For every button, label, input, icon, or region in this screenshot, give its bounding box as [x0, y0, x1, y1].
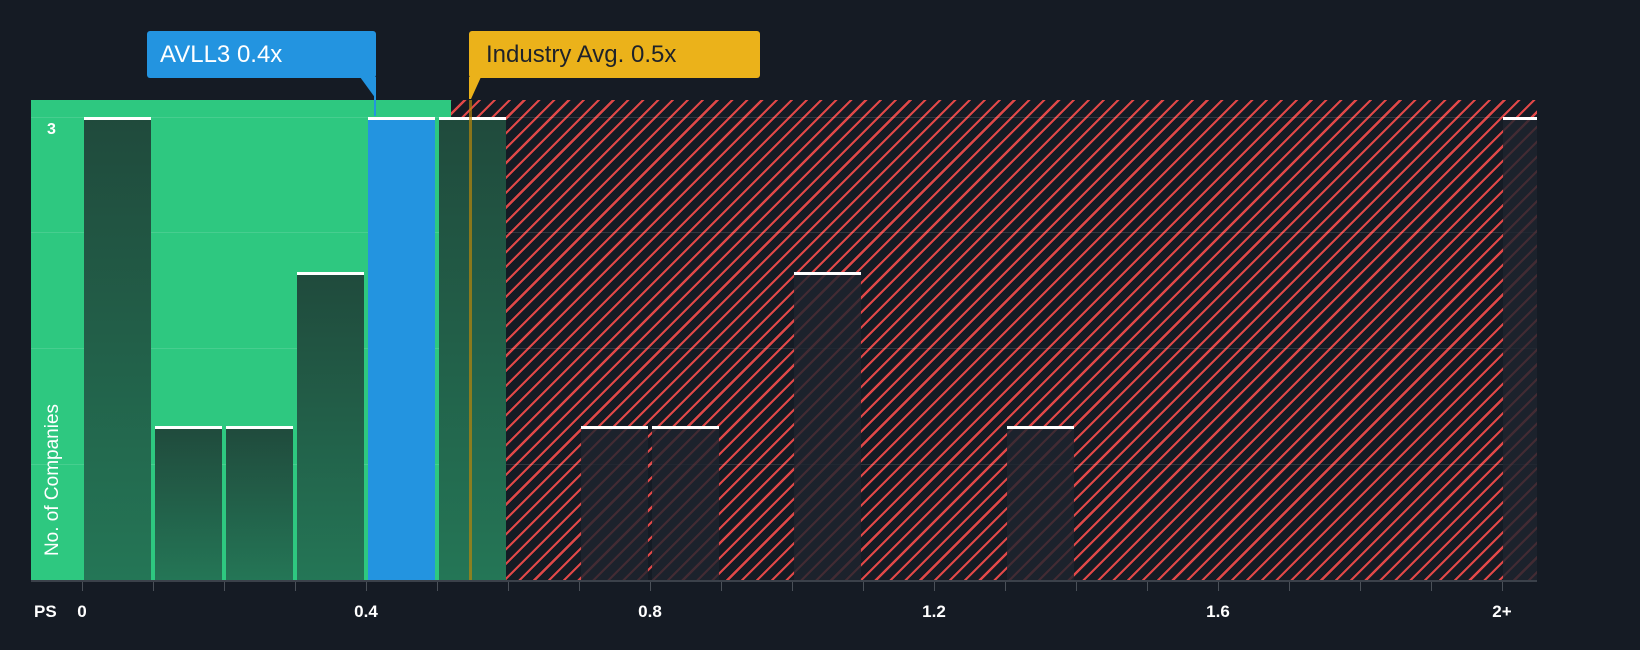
industry-callout-pointer	[469, 77, 481, 99]
x-tick	[1218, 582, 1219, 591]
x-tick	[650, 582, 651, 591]
bar-cap	[581, 426, 648, 429]
above-average-zone	[451, 100, 1537, 581]
histogram-bar	[794, 272, 861, 581]
x-tick	[792, 582, 793, 591]
company-callout-pointer	[360, 77, 376, 99]
histogram-bar	[84, 117, 151, 581]
x-tick	[366, 582, 367, 591]
bar-cap	[84, 117, 151, 120]
histogram-bar	[652, 426, 719, 581]
histogram-bar	[439, 117, 506, 581]
histogram-bar	[226, 426, 293, 581]
bar-cap	[226, 426, 293, 429]
bar-cap	[1007, 426, 1074, 429]
x-tick	[1289, 582, 1290, 591]
x-tick	[224, 582, 225, 591]
gridline	[31, 348, 1537, 349]
x-tick-label: 0.4	[354, 602, 378, 621]
bar-cap	[652, 426, 719, 429]
industry-average-line	[469, 100, 472, 581]
x-tick-label: 2+	[1492, 602, 1512, 621]
y-axis-title: No. of Companies	[42, 403, 63, 557]
bar-cap	[155, 426, 222, 429]
x-tick	[579, 582, 580, 591]
x-axis	[31, 580, 1537, 582]
industry-callout-label: Industry Avg. 0.5x	[486, 40, 677, 68]
plot-area	[31, 100, 1537, 581]
x-tick	[1005, 582, 1006, 591]
bar-cap	[368, 117, 435, 120]
x-tick	[295, 582, 296, 591]
gridline	[31, 464, 1537, 465]
x-tick	[1147, 582, 1148, 591]
x-tick	[508, 582, 509, 591]
x-tick-label: 0.8	[638, 602, 662, 621]
histogram-bar	[297, 272, 364, 581]
company-callout: AVLL3 0.4x	[147, 31, 376, 78]
x-tick	[153, 582, 154, 591]
x-tick	[1431, 582, 1432, 591]
x-tick	[863, 582, 864, 591]
histogram-bar	[155, 426, 222, 581]
histogram-bar	[581, 426, 648, 581]
gridline	[31, 117, 1537, 118]
x-axis-title: PS	[34, 602, 57, 621]
bar-cap	[794, 272, 861, 275]
bar-cap	[297, 272, 364, 275]
x-tick	[437, 582, 438, 591]
histogram-bar	[1503, 117, 1537, 581]
bar-cap	[1503, 117, 1537, 120]
gridline	[31, 232, 1537, 233]
histogram-bar	[1007, 426, 1074, 581]
bar-cap	[439, 117, 506, 120]
x-tick	[721, 582, 722, 591]
company-callout-label: AVLL3 0.4x	[160, 40, 283, 68]
x-tick	[1076, 582, 1077, 591]
x-tick-label: 0	[77, 602, 87, 621]
x-tick	[1360, 582, 1361, 591]
x-tick	[934, 582, 935, 591]
industry-average-callout: Industry Avg. 0.5x	[469, 31, 760, 78]
x-tick-label: 1.6	[1206, 602, 1230, 621]
x-tick-label: 1.2	[922, 602, 946, 621]
x-tick	[82, 582, 83, 591]
x-tick	[1502, 582, 1503, 591]
highlighted-bar	[368, 117, 435, 581]
y-tick-label: 3	[47, 121, 56, 138]
